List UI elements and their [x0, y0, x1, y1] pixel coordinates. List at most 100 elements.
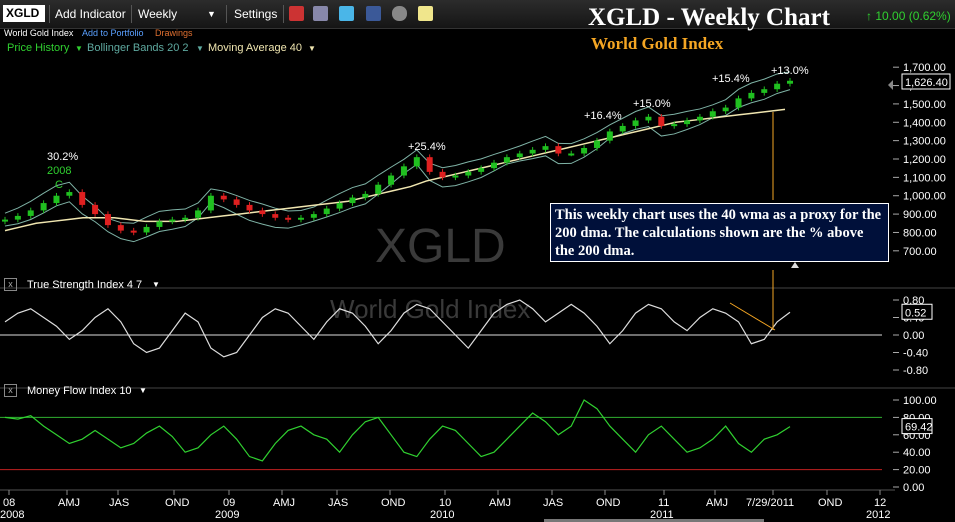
mfi-label[interactable]: Money Flow Index 10	[27, 385, 132, 397]
candle-body	[2, 219, 8, 222]
twitter-icon[interactable]	[339, 6, 354, 21]
alarm-icon[interactable]	[289, 6, 304, 21]
current-value-box	[901, 303, 933, 320]
close-icon[interactable]: x	[4, 278, 17, 291]
price-change-value: 10.00 (0.62%)	[875, 9, 951, 23]
annotation-label: +15.0%	[633, 98, 671, 110]
y-tick-label: 1,500.00	[903, 99, 946, 111]
x-tick-label: 12	[874, 497, 886, 509]
series-line	[4, 399, 791, 462]
candle-body	[310, 214, 317, 218]
x-year-label: 2012	[866, 509, 890, 521]
tsi-label[interactable]: True Strength Index 4 7	[27, 279, 143, 291]
chevron-down-icon[interactable]: ▼	[152, 280, 160, 289]
chart-subtitle: World Gold Index	[591, 34, 724, 53]
current-value-label: 69.42	[905, 422, 933, 434]
x-tick-label: OND	[165, 497, 190, 509]
y-tick-label: 1,700.00	[903, 62, 946, 74]
x-year-label: 2008	[0, 509, 24, 521]
y-tick-label: 100.00	[903, 395, 937, 407]
candle-body	[658, 116, 665, 126]
price-change: ↑ 10.00 (0.62%)	[866, 9, 951, 23]
bollinger-lower	[4, 89, 791, 243]
y-tick-label: 800.00	[903, 227, 937, 239]
candle-body	[452, 175, 459, 178]
x-tick-label: 11	[658, 497, 669, 509]
y-tick-label: 0.00	[903, 482, 924, 494]
chart-title: XGLD - Weekly Chart	[588, 4, 830, 31]
scrollbar	[544, 519, 764, 522]
chevron-down-icon[interactable]: ▼	[207, 9, 216, 19]
legend-moving-average[interactable]: Moving Average 40	[208, 42, 302, 54]
annotation-label: +16.4%	[584, 110, 622, 122]
add-to-portfolio-link[interactable]: Add to Portfolio	[82, 28, 144, 38]
current-value-label: 1,626.40	[905, 77, 948, 89]
note-icon[interactable]	[418, 6, 433, 21]
candle-body	[220, 195, 227, 200]
facebook-icon[interactable]	[366, 6, 381, 21]
candle-body	[516, 153, 523, 158]
candle-body	[593, 140, 600, 148]
candle-body	[66, 192, 73, 196]
legend-bollinger[interactable]: Bollinger Bands 20 2	[87, 42, 189, 54]
candle-body	[684, 120, 691, 125]
candle-body	[362, 193, 369, 198]
separator	[131, 5, 132, 23]
candle-body	[478, 168, 485, 172]
candle-body	[14, 215, 21, 220]
candle-body	[92, 204, 99, 215]
candle-body	[503, 157, 510, 163]
legend-price-history[interactable]: Price History	[7, 42, 70, 54]
x-tick-label: OND	[818, 497, 843, 509]
candle-body	[413, 157, 420, 167]
candle-body	[529, 149, 536, 154]
y-tick-label: 20.00	[903, 465, 931, 477]
chevron-down-icon[interactable]: ▼	[139, 386, 147, 395]
chevron-down-icon[interactable]: ▼	[75, 44, 83, 53]
x-tick-label: JAS	[109, 497, 129, 509]
price-panel: 1,700.001,600.001,500.001,400.001,300.00…	[2, 62, 951, 258]
print-icon[interactable]	[313, 6, 328, 21]
candle-body	[104, 214, 111, 226]
x-year-label: 2010	[430, 509, 454, 521]
candle-body	[696, 116, 703, 121]
tsi-panel: 0.800.400.00-0.40-0.800.52	[0, 287, 955, 377]
y-tick-label: -0.40	[903, 348, 928, 360]
symbol-input[interactable]: XGLD	[3, 5, 45, 22]
candle-body	[787, 80, 793, 84]
x-tick-label: AMJ	[706, 497, 728, 509]
candle-body	[735, 98, 742, 108]
candle-body	[117, 225, 124, 231]
x-tick-label: JAS	[543, 497, 563, 509]
drawings-link[interactable]: Drawings	[155, 28, 193, 38]
share-icon[interactable]	[392, 6, 407, 21]
period-select[interactable]: Weekly	[138, 7, 178, 21]
chevron-down-icon[interactable]: ▼	[308, 44, 316, 53]
bollinger-upper	[4, 71, 791, 224]
candle-body	[722, 107, 729, 112]
candle-body	[375, 184, 382, 194]
x-year-label: 2011	[650, 509, 674, 521]
settings-button[interactable]: Settings	[234, 7, 278, 21]
current-value-label: 0.52	[905, 307, 926, 319]
add-indicator-button[interactable]: Add Indicator	[55, 7, 126, 21]
candle-body	[143, 226, 150, 233]
candle-body	[632, 120, 639, 126]
x-tick-label: OND	[381, 497, 406, 509]
chevron-down-icon[interactable]: ▼	[196, 44, 204, 53]
candle-body	[491, 162, 498, 169]
tsi-divergence-line	[729, 302, 776, 331]
y-tick-label: -0.80	[903, 365, 928, 377]
separator	[49, 5, 50, 23]
annotation-label: C	[55, 179, 63, 191]
candle-body	[581, 147, 588, 154]
candle-body	[619, 125, 626, 132]
candle-body	[645, 116, 652, 121]
candle-body	[748, 92, 755, 99]
x-tick-label: AMJ	[273, 497, 295, 509]
candle-body	[182, 217, 189, 220]
close-icon[interactable]: x	[4, 384, 17, 397]
candle-body	[671, 124, 678, 127]
